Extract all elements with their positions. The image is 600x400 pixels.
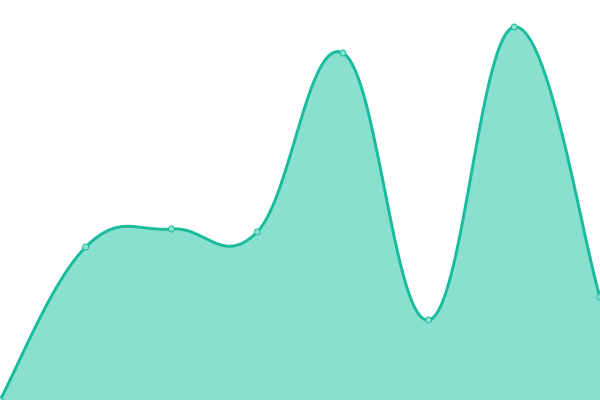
data-point-2 xyxy=(167,225,175,233)
data-point-0 xyxy=(0,396,4,400)
data-point-4 xyxy=(339,49,347,57)
data-point-7 xyxy=(596,293,600,301)
data-point-6 xyxy=(510,23,518,31)
data-point-3 xyxy=(253,228,261,236)
data-point-1 xyxy=(82,243,90,251)
area-fill xyxy=(0,26,600,400)
data-point-5 xyxy=(425,316,433,324)
data-points xyxy=(0,23,600,400)
